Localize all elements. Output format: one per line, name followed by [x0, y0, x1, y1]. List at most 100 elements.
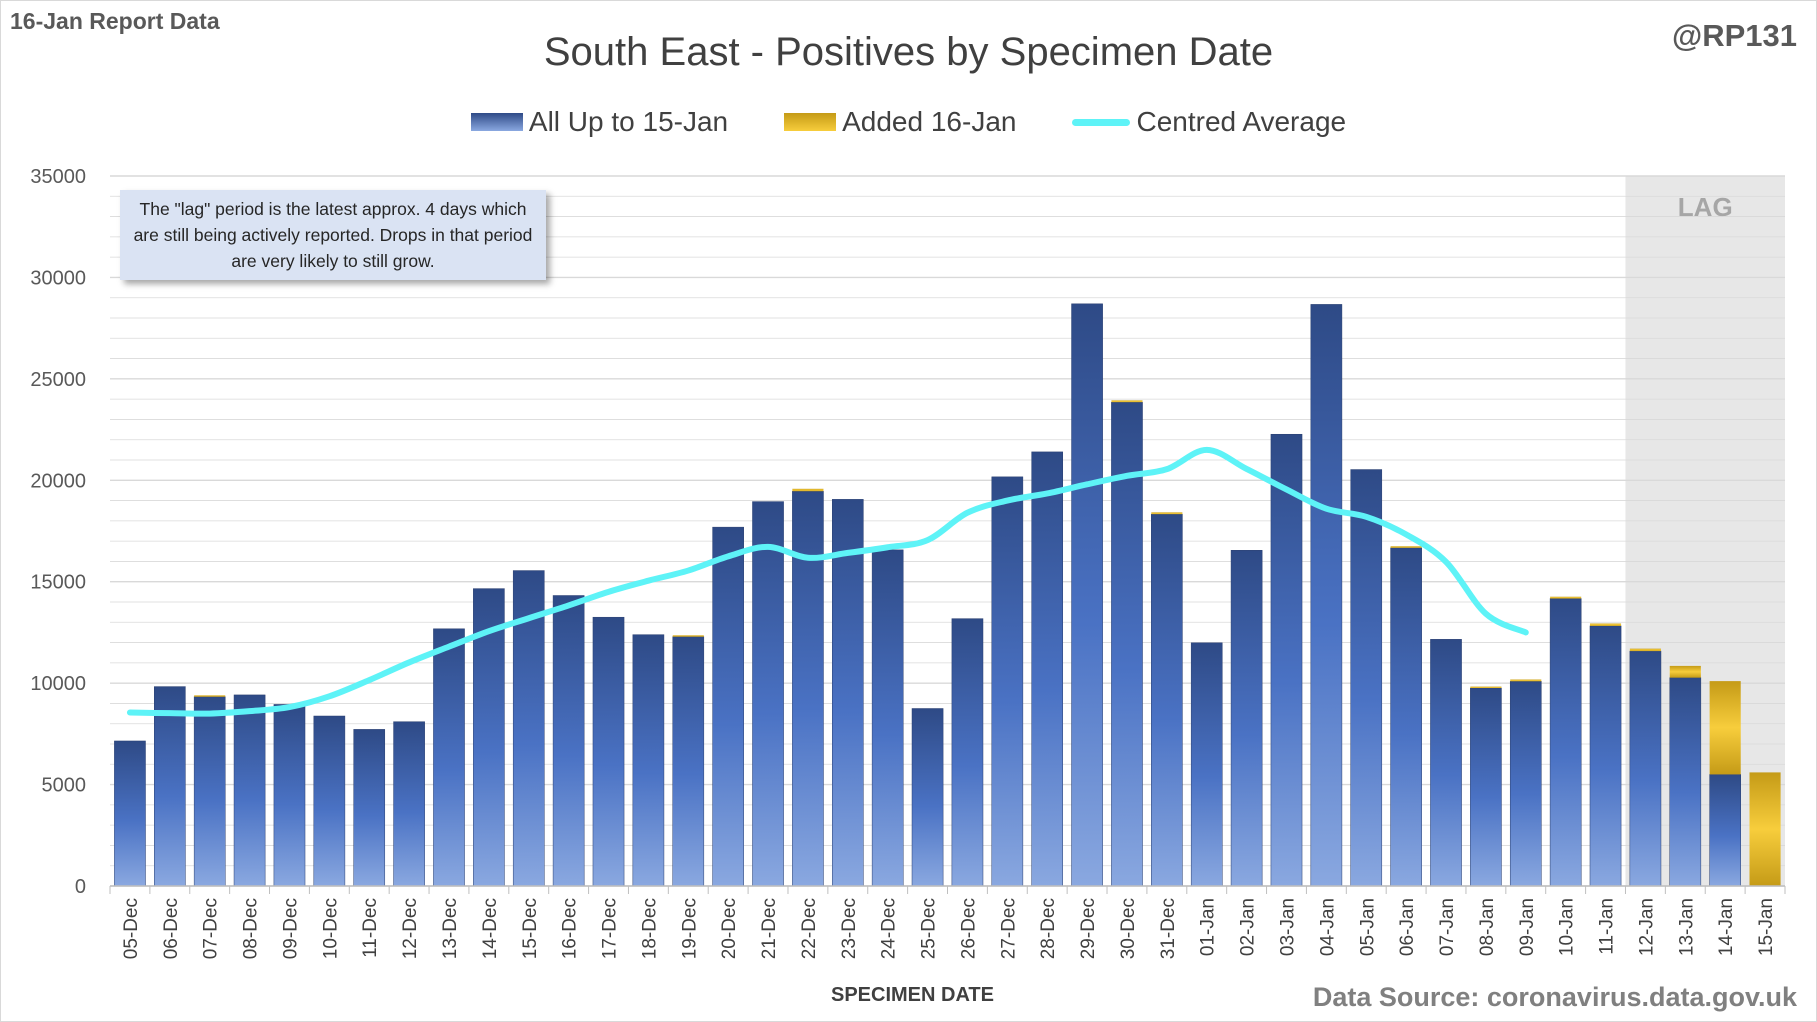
x-tick-label: 20-Dec — [719, 898, 740, 959]
bar-all-up-to-15-jan — [1151, 513, 1183, 887]
bar-all-up-to-15-jan — [1310, 304, 1343, 887]
bar-all-up-to-15-jan — [1350, 469, 1383, 887]
bar-all-up-to-15-jan — [1509, 681, 1542, 887]
bar-all-up-to-15-jan — [1669, 677, 1702, 887]
bar-added-16-jan — [1709, 681, 1741, 775]
author-handle: @RP131 — [1671, 18, 1797, 53]
bar-added-16-jan — [194, 695, 226, 697]
bar-all-up-to-15-jan — [552, 595, 585, 887]
x-tick-label: 12-Jan — [1636, 898, 1657, 956]
data-source-label: Data Source: coronavirus.data.gov.uk — [1312, 982, 1797, 1012]
y-tick-label: 20000 — [30, 470, 86, 492]
report-date-label: 16-Jan Report Data — [10, 8, 220, 34]
bar-all-up-to-15-jan — [1111, 401, 1143, 887]
bar-all-up-to-15-jan — [1709, 774, 1741, 887]
bar-added-16-jan — [1550, 596, 1582, 599]
x-tick-label: 26-Dec — [958, 898, 979, 959]
x-tick-label: 12-Dec — [400, 898, 421, 959]
y-tick-label: 30000 — [30, 267, 86, 289]
bar-all-up-to-15-jan — [1430, 639, 1462, 887]
x-tick-label: 30-Dec — [1118, 898, 1139, 959]
x-tick-label: 15-Jan — [1756, 898, 1777, 956]
x-tick-label: 06-Dec — [161, 898, 182, 959]
x-tick-label: 09-Dec — [280, 898, 301, 959]
x-tick-label: 10-Jan — [1557, 898, 1578, 956]
bar-all-up-to-15-jan — [154, 686, 186, 887]
x-tick-label: 31-Dec — [1158, 898, 1179, 959]
x-tick-label: 13-Dec — [440, 898, 461, 959]
legend-swatch-gold — [784, 113, 837, 131]
bar-added-16-jan — [1629, 648, 1661, 652]
x-tick-label: 02-Jan — [1238, 898, 1259, 956]
legend-item-centred-average: Centred Average — [1072, 106, 1346, 138]
bar-all-up-to-15-jan — [233, 694, 266, 887]
x-tick-label: 21-Dec — [759, 898, 780, 959]
bar-all-up-to-15-jan — [752, 501, 784, 887]
x-tick-label: 01-Jan — [1198, 898, 1219, 956]
y-tick-label: 10000 — [30, 673, 86, 695]
legend-swatch-blue — [470, 113, 523, 131]
y-tick-label: 0 — [75, 876, 86, 898]
x-tick-label: 08-Dec — [241, 898, 262, 959]
x-tick-label: 11-Dec — [360, 898, 381, 958]
x-tick-label: 10-Dec — [320, 898, 341, 959]
bar-added-16-jan — [1669, 665, 1701, 678]
x-tick-label: 03-Jan — [1277, 898, 1298, 956]
lag-note-box: The "lag" period is the latest approx. 4… — [120, 190, 546, 280]
legend-item-added: Added 16-Jan — [784, 106, 1016, 138]
bar-added-16-jan — [1589, 623, 1622, 626]
bar-all-up-to-15-jan — [353, 729, 386, 887]
x-tick-label: 07-Jan — [1437, 898, 1458, 956]
bar-all-up-to-15-jan — [1549, 598, 1582, 887]
x-tick-label: 09-Jan — [1517, 898, 1538, 956]
x-tick-label: 23-Dec — [839, 898, 860, 959]
x-tick-label: 04-Jan — [1317, 898, 1338, 956]
x-tick-label: 05-Dec — [121, 898, 142, 959]
bar-all-up-to-15-jan — [313, 715, 346, 887]
bar-all-up-to-15-jan — [393, 721, 425, 887]
y-tick-label: 15000 — [30, 572, 86, 594]
bar-all-up-to-15-jan — [632, 634, 665, 887]
y-tick-label: 25000 — [30, 369, 86, 391]
bar-all-up-to-15-jan — [712, 526, 744, 887]
bar-added-16-jan — [1151, 512, 1183, 515]
x-tick-label: 05-Jan — [1357, 898, 1378, 956]
legend-swatch-line — [1072, 118, 1131, 126]
bar-all-up-to-15-jan — [1031, 451, 1064, 887]
bar-added-16-jan — [1749, 772, 1781, 886]
legend-label-centred-average: Centred Average — [1136, 106, 1347, 137]
bar-all-up-to-15-jan — [1270, 433, 1303, 887]
chart-title: South East - Positives by Specimen Date — [543, 30, 1274, 74]
bar-all-up-to-15-jan — [792, 490, 824, 887]
bar-all-up-to-15-jan — [592, 616, 625, 887]
x-tick-label: 08-Jan — [1477, 898, 1498, 956]
legend-label-added: Added 16-Jan — [842, 106, 1017, 137]
x-tick-label: 17-Dec — [600, 898, 621, 959]
bar-all-up-to-15-jan — [1470, 687, 1502, 887]
x-tick-label: 28-Dec — [1038, 898, 1059, 959]
legend-label-all-up-to: All Up to 15-Jan — [528, 106, 729, 137]
x-tick-label: 14-Jan — [1716, 898, 1737, 956]
bar-all-up-to-15-jan — [1629, 650, 1662, 887]
x-tick-label: 14-Dec — [480, 898, 501, 959]
x-tick-label: 25-Dec — [919, 898, 940, 959]
x-axis-title: SPECIMEN DATE — [831, 984, 994, 1006]
chart-legend: All Up to 15-Jan Added 16-Jan Centred Av… — [0, 106, 1817, 138]
bar-all-up-to-15-jan — [831, 499, 864, 887]
x-tick-label: 27-Dec — [998, 898, 1019, 959]
y-tick-label: 5000 — [42, 775, 87, 797]
bar-all-up-to-15-jan — [1071, 303, 1103, 887]
x-tick-label: 11-Jan — [1597, 898, 1618, 955]
bar-all-up-to-15-jan — [433, 628, 465, 887]
x-tick-label: 16-Dec — [560, 898, 581, 959]
bar-added-16-jan — [1111, 400, 1143, 403]
bar-added-16-jan — [1470, 686, 1502, 689]
bar-all-up-to-15-jan — [871, 549, 904, 887]
legend-item-all-up-to: All Up to 15-Jan — [470, 106, 729, 138]
bar-all-up-to-15-jan — [1190, 642, 1223, 887]
bar-all-up-to-15-jan — [114, 740, 146, 887]
bar-all-up-to-15-jan — [991, 476, 1024, 887]
x-tick-label: 07-Dec — [201, 898, 222, 959]
lag-label: LAG — [1678, 192, 1733, 222]
